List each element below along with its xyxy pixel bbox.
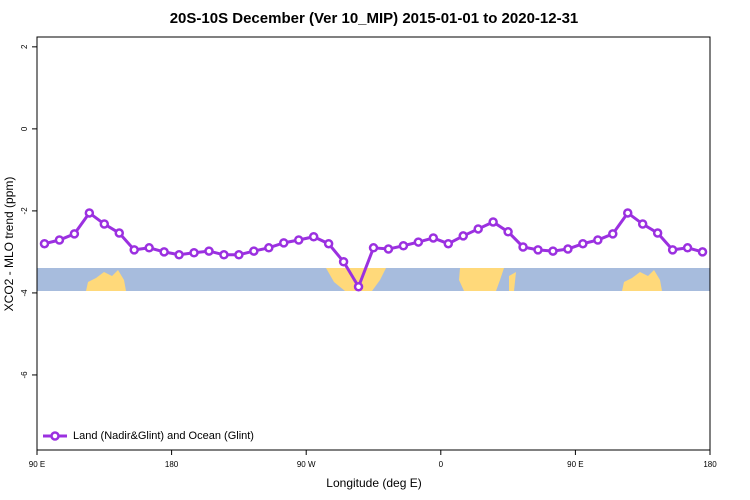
land-australia	[86, 270, 126, 291]
y-tick-label: 0	[20, 126, 29, 131]
x-tick-label: 90 W	[297, 460, 316, 469]
point	[443, 238, 454, 249]
point	[159, 247, 169, 257]
point	[548, 246, 558, 256]
point	[264, 243, 274, 253]
land-africa	[459, 268, 504, 291]
point	[338, 257, 349, 267]
point	[114, 228, 125, 238]
point	[129, 245, 139, 255]
point	[488, 217, 498, 227]
point	[518, 242, 528, 252]
point	[652, 228, 663, 238]
point	[219, 250, 229, 260]
point	[144, 243, 154, 253]
x-axis-label: Longitude (deg E)	[326, 476, 421, 490]
point	[458, 231, 468, 241]
point	[697, 247, 708, 257]
point	[279, 238, 289, 248]
y-axis-label: XCO2 - MLO trend (ppm)	[2, 177, 16, 312]
point	[323, 238, 334, 249]
point	[637, 219, 648, 229]
point	[682, 243, 693, 253]
point	[204, 246, 214, 256]
land-south-america	[326, 268, 386, 291]
point	[84, 208, 95, 218]
point	[189, 247, 199, 258]
point	[99, 219, 110, 229]
point	[667, 245, 678, 255]
point	[563, 244, 573, 254]
point	[413, 237, 424, 247]
map-strip	[37, 268, 710, 291]
point	[383, 244, 394, 254]
point	[353, 282, 364, 292]
y-tick-label: -2	[20, 207, 29, 215]
point	[39, 238, 50, 249]
land-madagascar	[509, 272, 516, 291]
point	[174, 250, 184, 260]
x-tick-label: 90 E	[567, 460, 583, 469]
y-tick-label: 2	[20, 44, 29, 49]
point	[234, 250, 244, 260]
plot-frame	[36, 36, 711, 451]
x-tick-label: 180	[703, 460, 717, 469]
chart-title: 20S-10S December (Ver 10_MIP) 2015-01-01…	[170, 10, 579, 27]
legend-marker	[50, 431, 60, 441]
point	[249, 246, 259, 256]
land-australia-2	[622, 270, 662, 291]
y-tick-label: -4	[20, 289, 29, 297]
x-tick-label: 90 E	[29, 460, 45, 469]
point	[69, 229, 80, 239]
point	[578, 238, 588, 249]
x-tick-label: 180	[165, 460, 179, 469]
y-tick-label: -6	[20, 371, 29, 379]
point	[293, 235, 304, 245]
point	[308, 231, 319, 242]
legend-label: Land (Nadir&Glint) and Ocean (Glint)	[73, 430, 254, 442]
point	[54, 235, 65, 245]
point	[608, 229, 618, 239]
x-tick-label: 0	[439, 460, 444, 469]
point	[368, 243, 379, 253]
point	[533, 245, 543, 255]
point	[622, 208, 633, 218]
point	[503, 227, 513, 237]
point	[473, 224, 483, 234]
point	[593, 235, 603, 245]
point	[398, 241, 409, 251]
point	[428, 233, 439, 243]
